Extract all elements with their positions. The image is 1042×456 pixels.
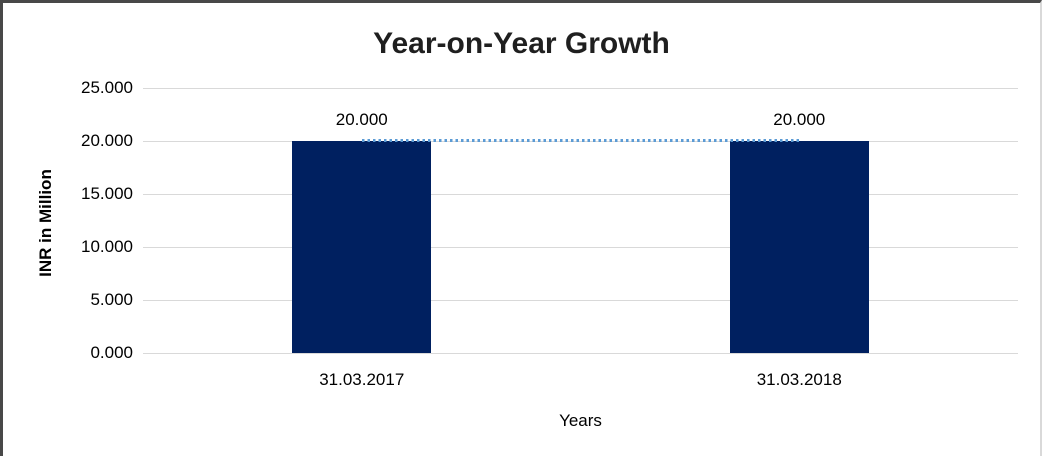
- gridline: [143, 193, 1018, 195]
- y-tick-label: 20.000: [81, 131, 133, 150]
- plot-area: 25.000 20.000 15.000 10.000 5.000 0.000 20.000…: [81, 78, 1018, 389]
- gridline: [143, 352, 1018, 354]
- trend-line: [361, 139, 800, 142]
- x-axis-title: Years: [559, 411, 602, 430]
- chart-title: Year-on-Year Growth: [373, 27, 670, 60]
- gridline: [143, 299, 1018, 301]
- gridline: [143, 246, 1018, 248]
- y-axis-title: INR in Million: [36, 169, 55, 277]
- y-tick-label: 10.000: [81, 237, 133, 256]
- y-tick-label: 15.000: [81, 184, 133, 203]
- y-tick-label: 5.000: [90, 290, 133, 309]
- x-tick-label: 31.03.2017: [319, 370, 405, 389]
- gridline: [143, 87, 1018, 89]
- y-tick-label: 0.000: [90, 343, 133, 362]
- data-label: 20.000: [773, 110, 826, 129]
- bar-31.03.2017[interactable]: [292, 141, 432, 353]
- x-tick-label: 31.03.2018: [756, 370, 842, 389]
- bar-31.03.2018[interactable]: [729, 141, 869, 353]
- data-label: 20.000: [335, 110, 388, 129]
- y-tick-label: 25.000: [81, 78, 133, 97]
